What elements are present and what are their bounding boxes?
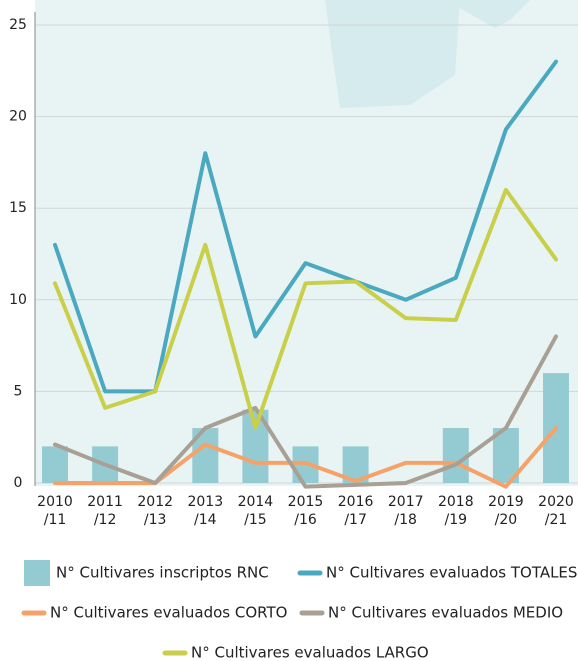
bar xyxy=(42,446,68,483)
y-tick-label: 5 xyxy=(14,383,23,399)
line-series xyxy=(53,334,558,489)
x-tick-label: /18 xyxy=(394,512,417,528)
y-tick-label: 10 xyxy=(9,292,27,308)
x-tick-label: 2015 xyxy=(288,494,324,510)
x-tick-label: 2010 xyxy=(37,494,73,510)
x-tick-label: /11 xyxy=(44,512,67,528)
x-tick-label: /14 xyxy=(194,512,217,528)
decoration xyxy=(445,0,530,28)
x-tick-label: 2019 xyxy=(488,494,524,510)
line-series xyxy=(53,59,558,394)
legend-label: N° Cultivares evaluados TOTALES xyxy=(326,564,577,582)
x-tick-label: /12 xyxy=(94,512,117,528)
plot-background xyxy=(35,0,578,486)
x-tick-label: /13 xyxy=(144,512,167,528)
x-tick-label: 2014 xyxy=(238,494,274,510)
x-tick-label: 2011 xyxy=(87,494,123,510)
x-tick-label: 2017 xyxy=(388,494,424,510)
x-tick-label: /17 xyxy=(344,512,367,528)
legend-label: N° Cultivares evaluados CORTO xyxy=(50,604,287,622)
x-tick-label: 2016 xyxy=(338,494,374,510)
y-tick-label: 15 xyxy=(9,200,27,216)
x-tick-label: 2018 xyxy=(438,494,474,510)
legend-label: N° Cultivares evaluados LARGO xyxy=(191,644,429,661)
legend-swatch xyxy=(24,560,50,586)
y-tick-label: 0 xyxy=(14,475,23,491)
x-tick-label: /21 xyxy=(545,512,568,528)
x-tick-label: 2013 xyxy=(187,494,223,510)
x-tick-label: 2012 xyxy=(137,494,173,510)
legend-label: N° Cultivares evaluados MEDIO xyxy=(328,604,563,622)
line-series xyxy=(53,426,558,489)
bar xyxy=(442,428,469,483)
x-tick-label: 2020 xyxy=(538,494,574,510)
decoration xyxy=(325,0,460,108)
x-tick-label: /19 xyxy=(445,512,468,528)
x-tick-label: /15 xyxy=(244,512,267,528)
x-tick-label: /16 xyxy=(294,512,317,528)
x-tick-label: /20 xyxy=(495,512,518,528)
y-tick-label: 20 xyxy=(9,109,27,125)
legend-label: N° Cultivares inscriptos RNC xyxy=(56,564,269,582)
line-series xyxy=(53,187,558,431)
y-tick-label: 25 xyxy=(9,17,27,33)
